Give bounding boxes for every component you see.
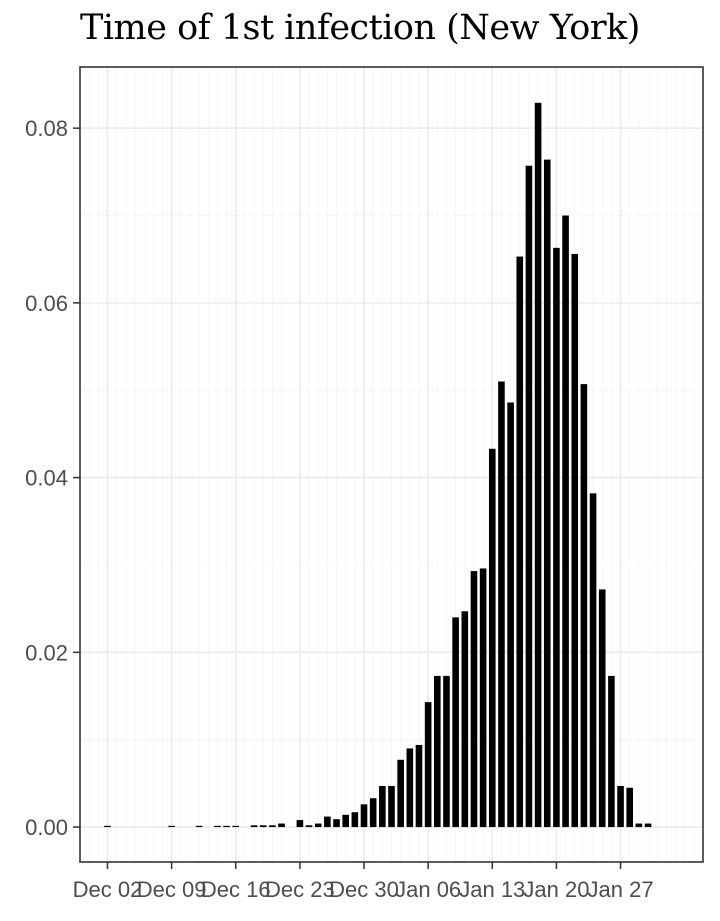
x-tick-label: Dec 23 [265,877,335,902]
bar [296,820,304,828]
bar [314,823,322,828]
bar [525,165,533,828]
bar [488,448,496,828]
bar [498,381,505,828]
x-tick-label: Jan 27 [588,877,654,902]
bar [424,702,432,828]
bar [278,823,285,828]
bar [461,611,469,828]
x-tick-label: Dec 30 [329,877,399,902]
bar [608,675,615,828]
panel-border [79,66,704,863]
bar [379,785,386,828]
bar [351,812,359,828]
bar [269,825,276,828]
x-tick-label: Jan 20 [523,877,589,902]
bar [553,247,560,828]
bar [434,675,441,828]
bar [562,215,569,828]
bar [644,823,652,828]
bar [388,785,395,828]
bar [534,102,542,828]
bar [305,825,313,828]
bar [507,402,514,828]
bar [589,493,597,828]
bar [168,825,175,828]
y-tick-label: 0.00 [25,815,68,840]
x-tick-label: Dec 09 [137,877,207,902]
y-tick-label: 0.06 [25,291,68,316]
y-tick-label: 0.02 [25,640,68,665]
x-tick-label: Jan 13 [459,877,525,902]
bar [443,675,450,828]
bar [324,816,331,828]
bar [516,256,524,828]
x-tick-label: Dec 16 [201,877,271,902]
bar [479,568,487,828]
bar [580,384,588,828]
bar [232,825,240,828]
bar [635,823,643,828]
bar [571,253,579,828]
y-tick-label: 0.08 [25,116,68,141]
bar [470,571,478,828]
bar [250,825,258,828]
bar [626,787,634,828]
bar [333,819,340,828]
x-tick-label: Jan 06 [395,877,461,902]
bar [195,825,203,828]
bar [342,814,349,828]
bar [406,748,414,828]
bar [369,798,377,828]
y-tick-label: 0.04 [25,466,68,491]
bar [617,785,624,828]
bar [397,759,404,828]
bar [452,617,459,828]
bar [259,825,267,828]
x-tick-label: Dec 02 [73,877,143,902]
bar [415,744,423,828]
bar [214,825,221,828]
bars [104,102,652,828]
bar [598,589,606,828]
chart-title: Time of 1st infection (New York) [80,8,640,48]
bar [543,159,551,828]
bar [360,804,368,828]
bar [223,825,230,828]
bar [104,825,111,828]
